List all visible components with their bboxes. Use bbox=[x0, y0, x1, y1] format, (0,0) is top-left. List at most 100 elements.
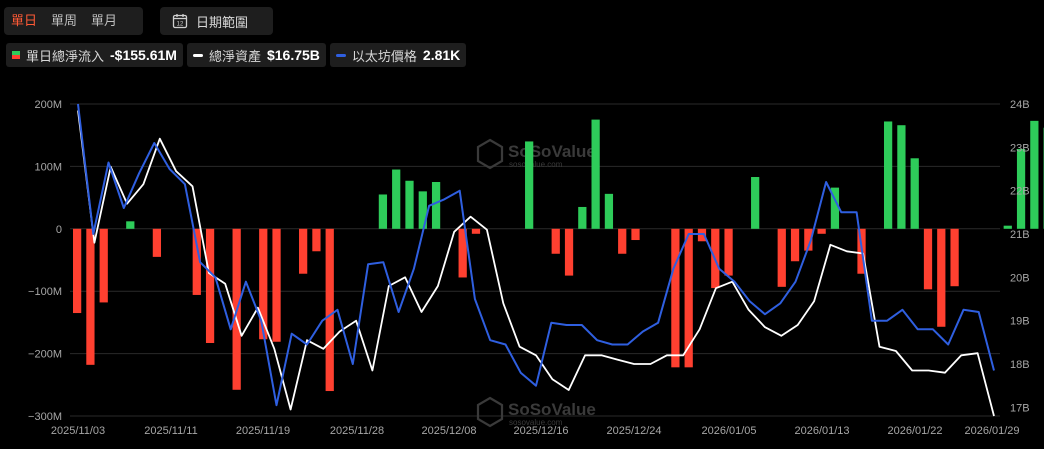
outflow-bar bbox=[192, 228, 201, 295]
outflow-bar bbox=[724, 228, 733, 276]
outflow-bar bbox=[631, 228, 640, 241]
watermark-url: sosovalue.com bbox=[509, 418, 563, 427]
x-tick-label: 2026/01/22 bbox=[887, 425, 942, 437]
outflow-bar bbox=[325, 228, 334, 392]
watermark-url: sosovalue.com bbox=[509, 160, 563, 169]
x-tick-label: 2026/01/13 bbox=[794, 425, 849, 437]
svg-text:12: 12 bbox=[177, 22, 184, 28]
tab-daily[interactable]: 單日 bbox=[11, 13, 38, 28]
inflow-bar bbox=[525, 141, 534, 229]
watermark-logo-icon bbox=[476, 396, 504, 428]
right-tick-label: 18B bbox=[1010, 359, 1030, 371]
x-tick-label: 2025/12/08 bbox=[421, 425, 476, 437]
legend-price-label: 以太坊價格 bbox=[351, 48, 417, 64]
series-lines bbox=[77, 103, 995, 417]
x-tick-label: 2025/11/28 bbox=[330, 425, 384, 437]
inflow-bar bbox=[1016, 148, 1026, 229]
outflow-bar bbox=[671, 228, 680, 368]
outflow-bar bbox=[937, 228, 946, 327]
inflow-bar bbox=[578, 206, 587, 229]
outflow-bar bbox=[551, 228, 560, 254]
outflow-bar bbox=[684, 228, 693, 368]
inflow-bar bbox=[378, 194, 388, 229]
assets-line bbox=[77, 110, 995, 417]
legend-assets-value: $16.75B bbox=[266, 47, 320, 63]
tab-monthly[interactable]: 單月 bbox=[91, 13, 118, 28]
x-tick-label: 2025/12/16 bbox=[513, 425, 568, 437]
outflow-bar bbox=[259, 228, 268, 340]
inflow-bar bbox=[1003, 225, 1012, 229]
inflow-bar bbox=[604, 193, 614, 229]
chart-toolbar: 單日 單周 單月 12 日期範圍 bbox=[0, 0, 1044, 40]
inflow-bar bbox=[751, 177, 760, 229]
grid-lines bbox=[70, 103, 1000, 417]
legend: 單日總淨流入 -$155.61M 總淨資產 $16.75B 以太坊價格 2.81… bbox=[6, 43, 467, 67]
outflow-bar bbox=[86, 228, 95, 365]
outflow-bar bbox=[471, 228, 481, 234]
legend-price-value: 2.81K bbox=[422, 47, 461, 63]
legend-price[interactable]: 以太坊價格 2.81K bbox=[329, 43, 467, 67]
range-tabs: 單日 單周 單月 bbox=[4, 7, 143, 35]
right-tick-label: 21B bbox=[1010, 229, 1030, 241]
x-tick-label: 2025/11/11 bbox=[144, 425, 197, 437]
left-tick-label: 200M bbox=[34, 99, 62, 111]
left-tick-label: 100M bbox=[34, 161, 62, 173]
legend-flow[interactable]: 單日總淨流入 -$155.61M bbox=[6, 43, 183, 67]
inflow-bar bbox=[910, 158, 919, 229]
x-tick-label: 2025/11/19 bbox=[236, 425, 290, 437]
price-marker-icon bbox=[335, 53, 346, 57]
right-tick-label: 20B bbox=[1010, 272, 1030, 284]
outflow-bar bbox=[312, 228, 321, 252]
outflow-bar bbox=[817, 228, 826, 234]
date-range-label: 日期範圍 bbox=[196, 14, 249, 30]
right-tick-label: 23B bbox=[1010, 142, 1030, 154]
inflow-bar bbox=[405, 180, 414, 229]
axis-ticks: 200M 100M 0 −100M −200M −300M 24B 23B 22B 21B 20B 1… bbox=[28, 99, 1030, 437]
outflow-bar bbox=[299, 228, 308, 274]
watermark-brand: SoSoValue bbox=[508, 142, 596, 161]
outflow-bar bbox=[697, 228, 707, 242]
inflow-bar bbox=[897, 125, 906, 229]
calendar-icon: 12 bbox=[172, 13, 188, 29]
x-tick-label: 2025/12/24 bbox=[606, 425, 661, 437]
tab-weekly[interactable]: 單周 bbox=[51, 13, 78, 28]
assets-marker-icon bbox=[192, 53, 203, 57]
x-tick-label: 2025/11/03 bbox=[51, 425, 105, 437]
outflow-bar bbox=[272, 228, 281, 342]
inflow-bar bbox=[418, 191, 427, 229]
outflow-bar bbox=[152, 228, 162, 257]
flow-marker-icon bbox=[12, 51, 20, 59]
right-tick-label: 17B bbox=[1010, 402, 1030, 414]
outflow-bar bbox=[564, 228, 574, 276]
inflow-bar bbox=[1030, 120, 1039, 229]
x-tick-label: 2026/01/05 bbox=[701, 425, 756, 437]
left-tick-label: −200M bbox=[28, 349, 62, 361]
left-tick-label: −300M bbox=[28, 411, 62, 423]
inflow-bar bbox=[883, 121, 893, 229]
outflow-bar bbox=[790, 228, 800, 262]
outflow-bar bbox=[205, 228, 215, 343]
watermark-brand: SoSoValue bbox=[508, 400, 596, 419]
left-tick-label: −100M bbox=[28, 286, 62, 298]
legend-assets[interactable]: 總淨資產 $16.75B bbox=[186, 43, 326, 67]
date-range-button[interactable]: 12 日期範圍 bbox=[160, 7, 273, 35]
inflow-bar bbox=[431, 182, 441, 229]
inflow-bar bbox=[591, 119, 600, 229]
right-tick-label: 22B bbox=[1010, 186, 1030, 198]
watermark-logo-icon bbox=[476, 138, 504, 170]
outflow-bar bbox=[99, 228, 108, 303]
price-line bbox=[77, 103, 995, 407]
right-tick-label: 24B bbox=[1010, 99, 1030, 111]
outflow-bar bbox=[458, 228, 467, 278]
legend-flow-label: 單日總淨流入 bbox=[26, 48, 105, 64]
inflow-bar bbox=[830, 187, 840, 229]
outflow-bar bbox=[804, 228, 813, 251]
outflow-bar bbox=[777, 228, 786, 287]
right-tick-label: 19B bbox=[1010, 316, 1030, 328]
legend-assets-label: 總淨資產 bbox=[208, 48, 261, 64]
outflow-bar bbox=[73, 228, 82, 314]
outflow-bar bbox=[950, 228, 959, 287]
legend-flow-value: -$155.61M bbox=[110, 47, 177, 63]
outflow-bar bbox=[618, 228, 627, 254]
